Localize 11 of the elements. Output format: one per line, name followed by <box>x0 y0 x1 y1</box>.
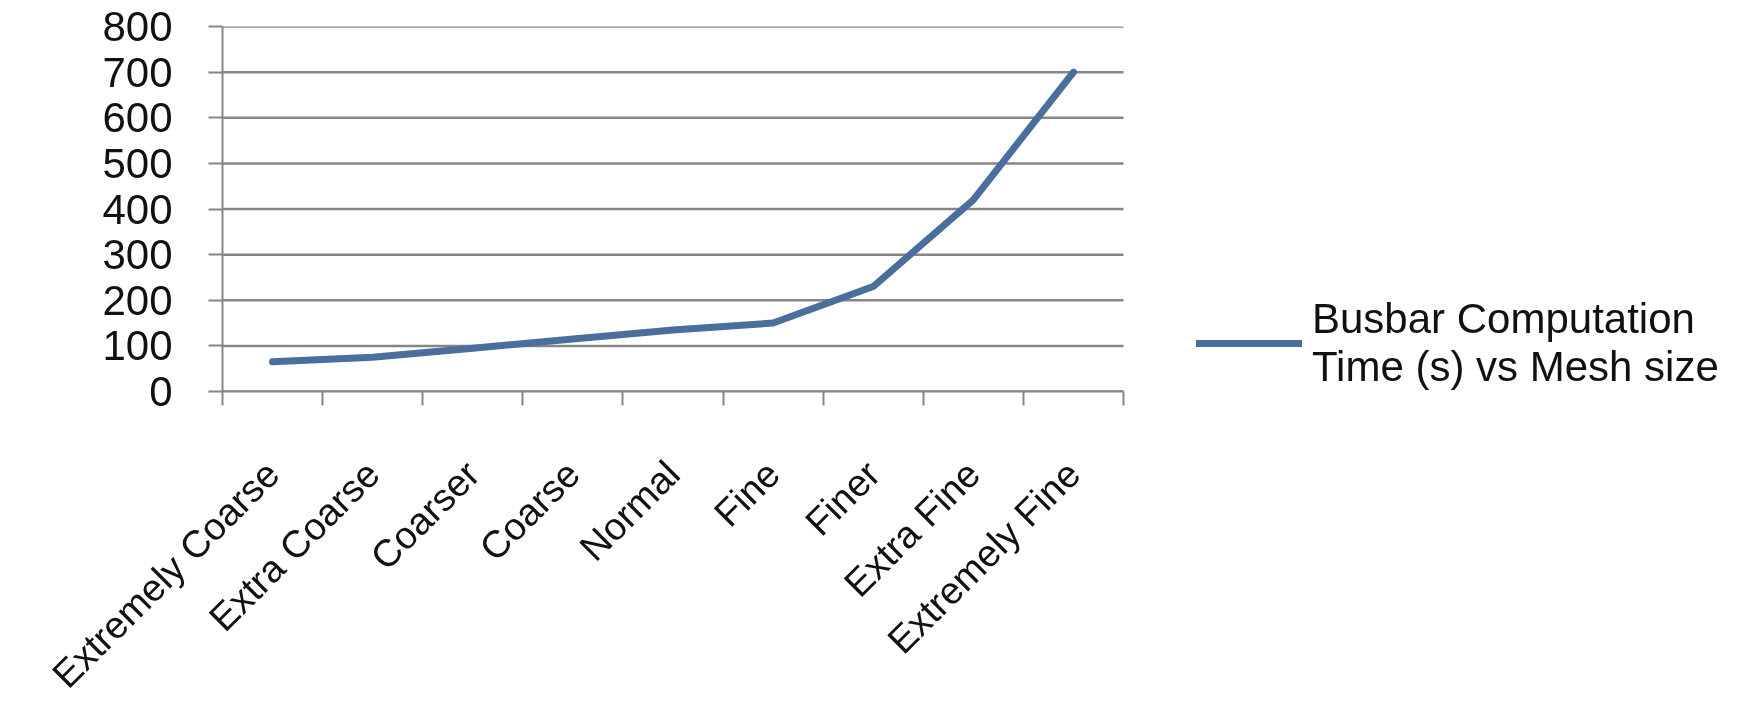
y-tick-label: 700 <box>102 48 173 96</box>
y-tick-label: 300 <box>102 231 173 279</box>
y-tick-label: 500 <box>102 139 173 187</box>
y-tick-label: 0 <box>149 368 173 415</box>
y-tick-label: 400 <box>102 185 173 233</box>
y-tick-label: 100 <box>102 322 173 370</box>
legend-label: Busbar Computation Time (s) vs Mesh size <box>1312 295 1719 391</box>
y-tick-label: 800 <box>102 3 173 50</box>
x-tick-label: Fine <box>705 452 788 535</box>
y-tick-label: 600 <box>102 94 173 142</box>
y-tick-label: 200 <box>102 276 173 324</box>
